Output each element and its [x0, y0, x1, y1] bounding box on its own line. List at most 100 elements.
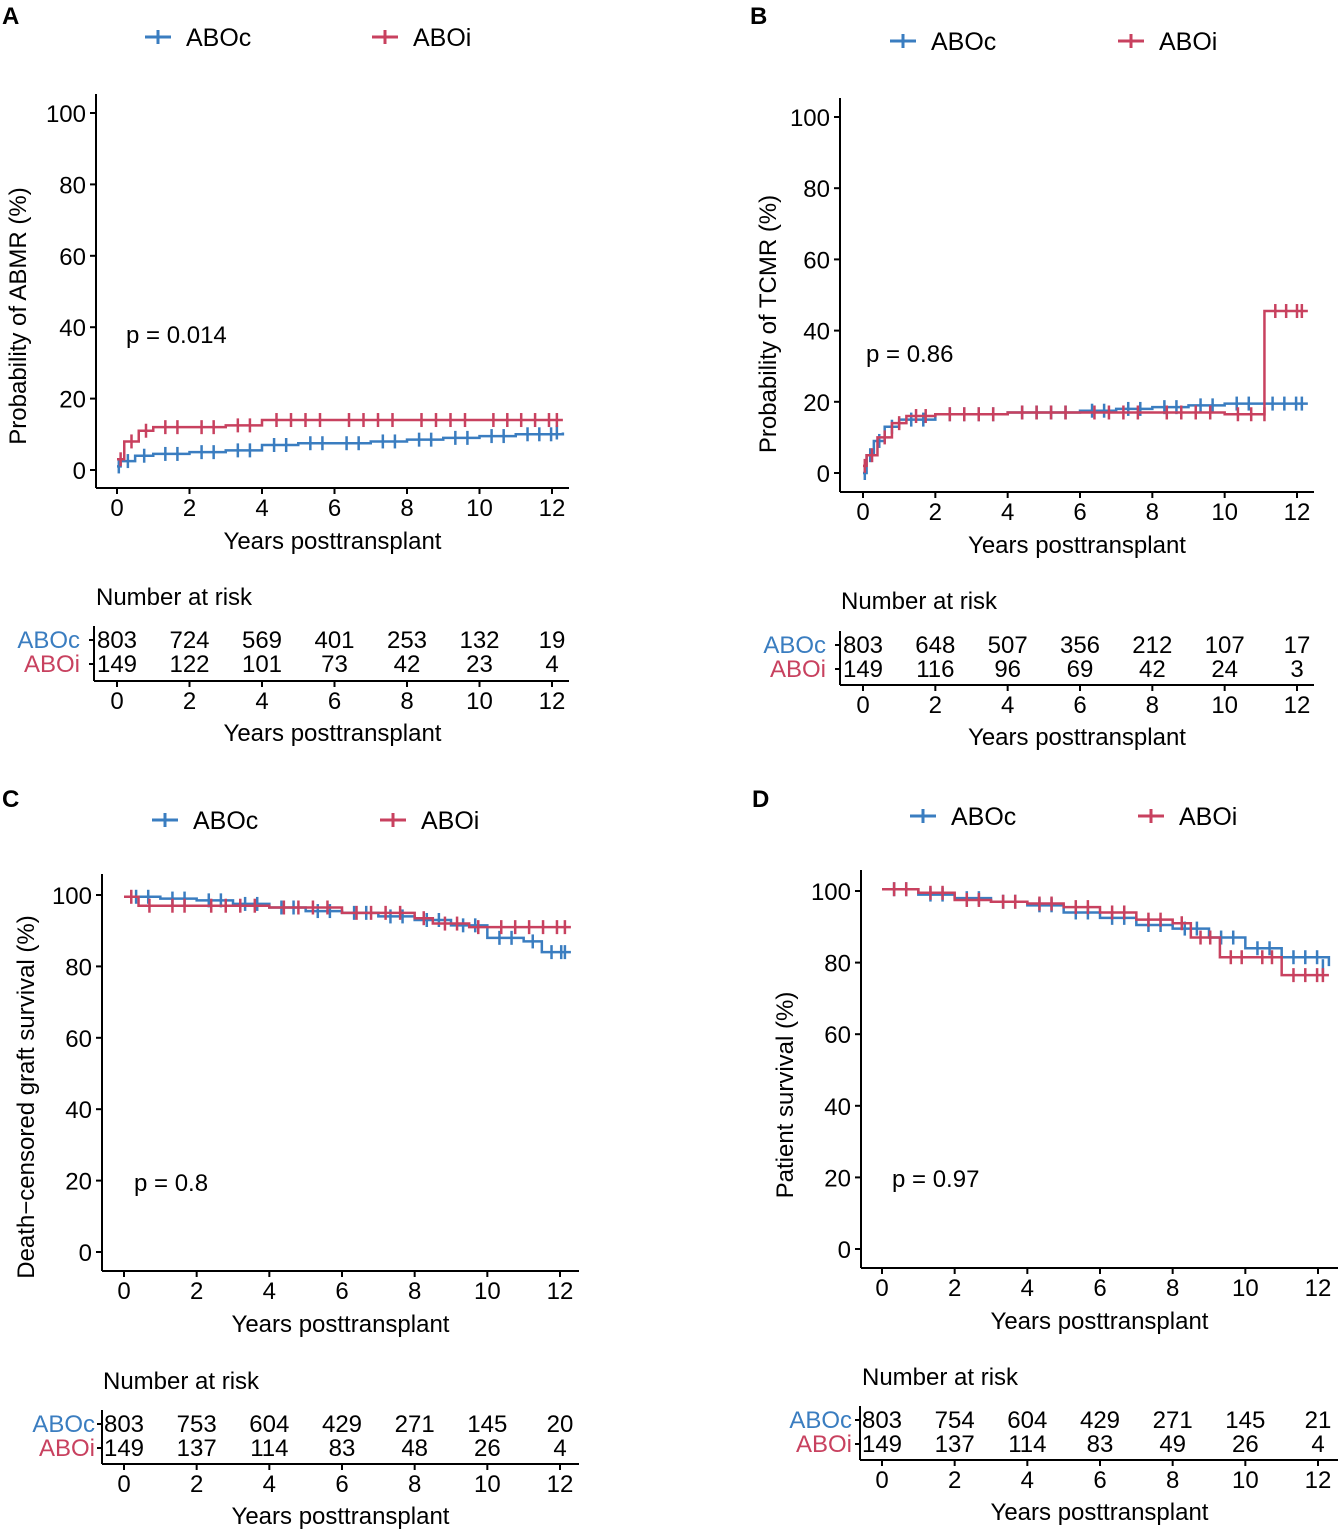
x-tick-label: 6 [328, 495, 341, 522]
y-tick-label: 0 [817, 461, 830, 488]
y-tick-label: 60 [65, 1026, 92, 1053]
risk-value: 724 [169, 627, 209, 654]
legend-label-aboi: ABOi [421, 807, 479, 835]
legend-label-aboi: ABOi [1179, 803, 1237, 831]
y-tick-label: 20 [803, 390, 830, 417]
series-line-aboc [117, 432, 565, 468]
x-axis-title: Years posttransplant [224, 528, 442, 555]
x-tick-label: 2 [183, 495, 196, 522]
risk-table-title: Number at risk [96, 584, 253, 611]
risk-row-label-aboc: ABOc [789, 1407, 852, 1434]
x-tick-label: 0 [117, 1278, 130, 1305]
risk-value: 803 [104, 1411, 144, 1438]
risk-x-tick-label: 10 [466, 688, 493, 715]
x-tick-label: 4 [263, 1278, 276, 1305]
risk-x-tick-label: 4 [1001, 692, 1014, 719]
x-tick-label: 4 [1021, 1275, 1034, 1302]
risk-row-label-aboc: ABOc [32, 1411, 95, 1438]
y-tick-label: 20 [65, 1169, 92, 1196]
risk-value: 24 [1211, 656, 1238, 683]
y-tick-label: 100 [52, 883, 92, 910]
x-tick-label: 0 [856, 499, 869, 526]
risk-value: 114 [250, 1435, 288, 1462]
x-tick-label: 2 [948, 1275, 961, 1302]
y-tick-label: 20 [59, 387, 86, 414]
y-tick-label: 20 [824, 1165, 851, 1192]
legend-label-aboc: ABOc [931, 28, 996, 56]
risk-value: 3 [1290, 656, 1303, 683]
x-tick-label: 8 [400, 495, 413, 522]
legend-label-aboi: ABOi [1159, 28, 1217, 56]
risk-x-tick-label: 2 [190, 1471, 203, 1498]
risk-x-tick-label: 8 [408, 1471, 421, 1498]
legend-label-aboc: ABOc [193, 807, 258, 835]
risk-value: 96 [994, 656, 1021, 683]
risk-value: 145 [1225, 1407, 1265, 1434]
risk-value: 83 [329, 1435, 356, 1462]
p-value: p = 0.97 [892, 1166, 979, 1193]
risk-row-label-aboi: ABOi [770, 656, 826, 683]
risk-value: 20 [547, 1411, 574, 1438]
series-line-aboi [863, 309, 1308, 468]
risk-x-tick-label: 10 [1211, 692, 1238, 719]
risk-x-tick-label: 8 [1146, 692, 1159, 719]
y-tick-label: 40 [65, 1097, 92, 1124]
risk-value: 753 [177, 1411, 217, 1438]
y-tick-label: 40 [824, 1094, 851, 1121]
risk-value: 49 [1159, 1431, 1186, 1458]
legend: ABOc ABOi [910, 803, 1237, 831]
risk-table-title: Number at risk [862, 1364, 1019, 1391]
risk-value: 132 [459, 627, 499, 654]
risk-x-tick-label: 12 [547, 1471, 574, 1498]
legend: ABOc ABOi [145, 24, 471, 52]
x-tick-label: 0 [110, 495, 123, 522]
risk-value: 271 [1153, 1407, 1193, 1434]
y-tick-label: 80 [65, 954, 92, 981]
risk-value: 145 [467, 1411, 507, 1438]
risk-x-tick-label: 0 [110, 688, 123, 715]
panel-letter: D [752, 786, 769, 813]
y-tick-label: 0 [838, 1237, 851, 1264]
risk-value: 4 [545, 651, 558, 678]
risk-row-label-aboi: ABOi [796, 1431, 852, 1458]
panel-letter: B [750, 3, 767, 30]
risk-row-label-aboc: ABOc [17, 627, 80, 654]
risk-row-label-aboi: ABOi [24, 651, 80, 678]
x-tick-label: 2 [190, 1278, 203, 1305]
x-tick-label: 8 [1166, 1275, 1179, 1302]
x-tick-label: 12 [1305, 1275, 1332, 1302]
risk-value: 648 [915, 632, 955, 659]
risk-x-tick-label: 12 [539, 688, 566, 715]
risk-x-axis-title: Years posttransplant [224, 720, 442, 747]
risk-value: 21 [1305, 1407, 1332, 1434]
y-tick-label: 60 [824, 1022, 851, 1049]
legend-label-aboc: ABOc [186, 24, 251, 52]
x-tick-label: 10 [474, 1278, 501, 1305]
legend: ABOc ABOi [890, 28, 1217, 56]
panel-letter: C [2, 786, 19, 813]
x-tick-label: 6 [1073, 499, 1086, 526]
risk-table: Number at risk ABOc 803 724 569 401 253 132 19 AB… [17, 584, 569, 747]
y-axis-title: Probability of ABMR (%) [5, 187, 32, 444]
y-tick-label: 100 [811, 879, 851, 906]
risk-value: 803 [862, 1407, 902, 1434]
risk-x-tick-label: 2 [183, 688, 196, 715]
risk-table-title: Number at risk [841, 588, 998, 615]
x-tick-label: 4 [255, 495, 268, 522]
risk-x-tick-label: 6 [328, 688, 341, 715]
risk-x-tick-label: 6 [335, 1471, 348, 1498]
risk-value: 69 [1067, 656, 1094, 683]
risk-value: 122 [169, 651, 209, 678]
risk-x-tick-label: 6 [1073, 692, 1086, 719]
risk-value: 101 [242, 651, 282, 678]
risk-value: 17 [1284, 632, 1311, 659]
legend-label-aboi: ABOi [413, 24, 471, 52]
risk-table-title: Number at risk [103, 1368, 260, 1395]
risk-value: 48 [401, 1435, 428, 1462]
risk-value: 114 [1008, 1431, 1046, 1458]
